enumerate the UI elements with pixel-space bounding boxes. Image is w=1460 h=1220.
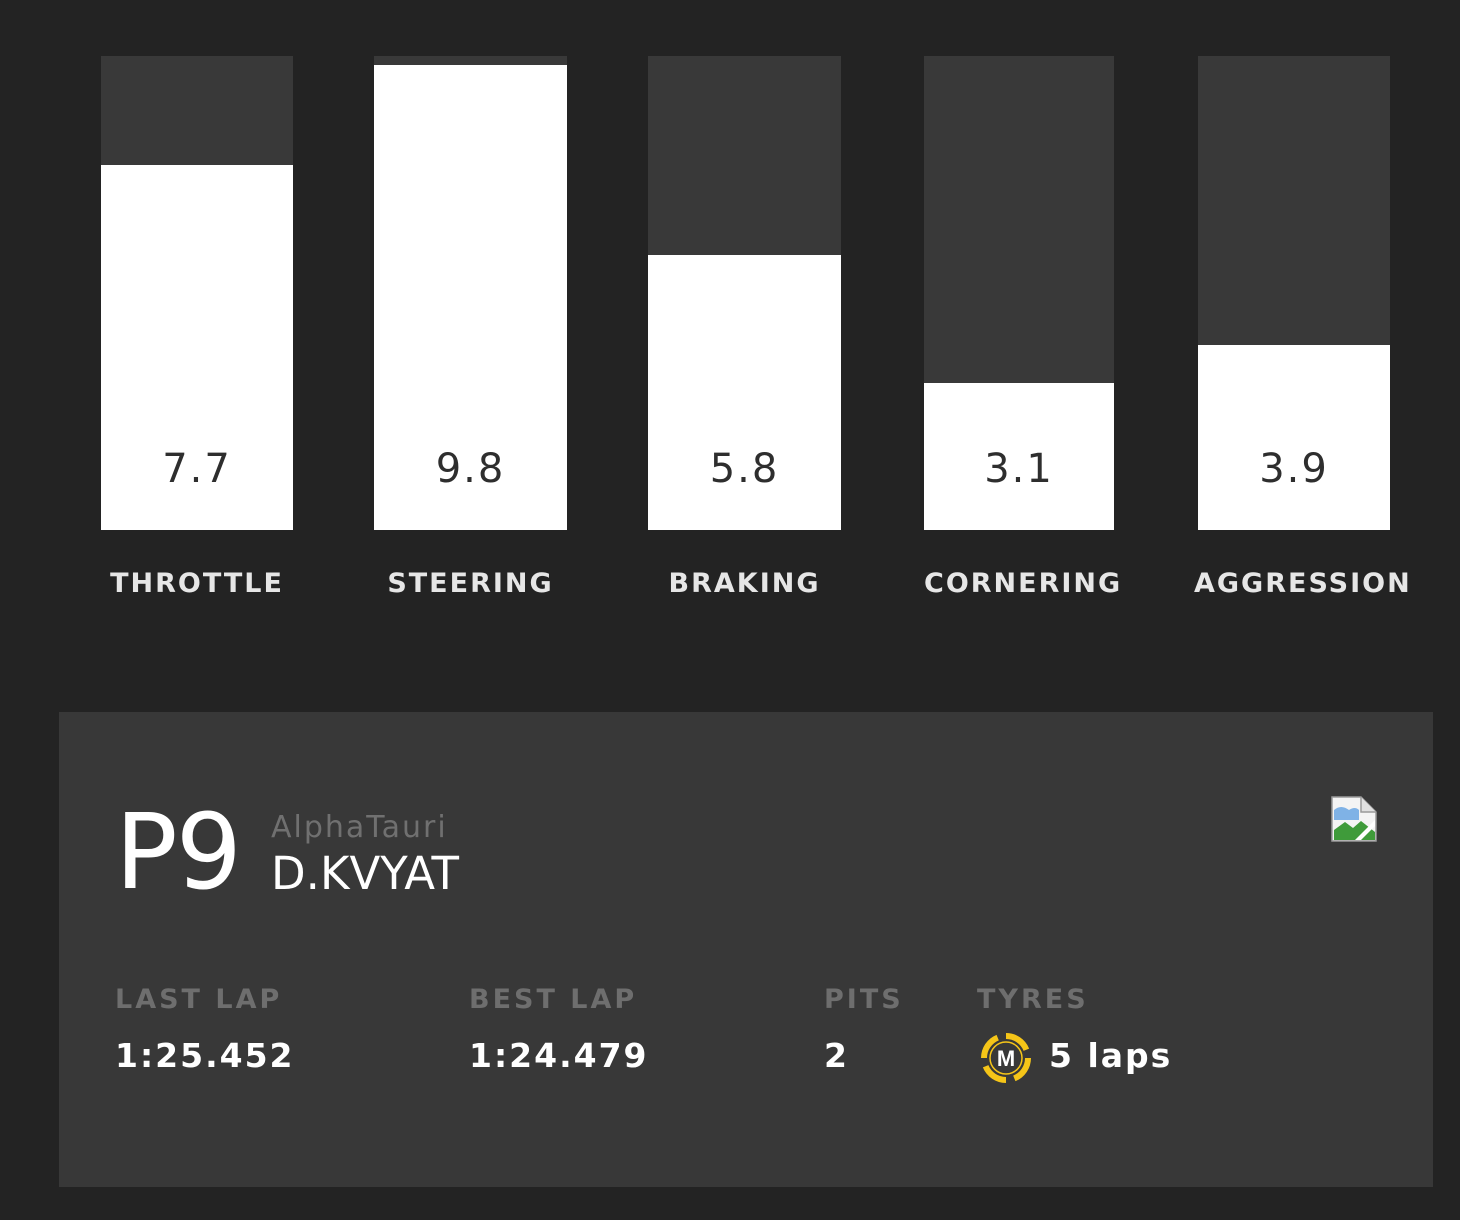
best-lap-label: BEST LAP bbox=[469, 984, 638, 1015]
driver-position: P9 bbox=[115, 791, 242, 913]
tyres-label: TYRES bbox=[977, 984, 1089, 1015]
driver-name: D.KVYAT bbox=[271, 847, 460, 900]
tyre-compound-icon: M bbox=[978, 1030, 1034, 1086]
best-lap-value: 1:24.479 bbox=[469, 1036, 649, 1075]
stat-label-braking: BRAKING bbox=[668, 568, 821, 599]
stat-value: 5.8 bbox=[709, 446, 780, 492]
stat-bar-throttle: 7.7 bbox=[101, 56, 293, 530]
stat-value: 9.8 bbox=[435, 446, 506, 492]
team-name: AlphaTauri bbox=[271, 810, 448, 845]
stat-label-steering: STEERING bbox=[387, 568, 554, 599]
stat-label-aggression: AGGRESSION bbox=[1194, 568, 1412, 599]
stat-bar-fill bbox=[374, 65, 567, 530]
stat-value: 3.1 bbox=[984, 446, 1054, 492]
stat-bar-aggression: 3.9 bbox=[1198, 56, 1390, 530]
last-lap-value: 1:25.452 bbox=[115, 1036, 295, 1075]
tyre-laps: 5 laps bbox=[1049, 1036, 1173, 1075]
stat-bar-fill bbox=[1198, 345, 1390, 530]
stat-bar-steering: 9.8 bbox=[374, 56, 567, 530]
pits-label: PITS bbox=[824, 984, 904, 1015]
driver-card: P9 AlphaTauri D.KVYAT LAST LAP 1:25.452 … bbox=[59, 712, 1433, 1187]
pits-value: 2 bbox=[824, 1036, 849, 1075]
stat-bar-braking: 5.8 bbox=[648, 56, 841, 530]
stat-bar-fill bbox=[648, 255, 841, 530]
tyre-compound-letter: M bbox=[997, 1046, 1015, 1071]
stat-value: 7.7 bbox=[162, 446, 232, 492]
stat-bar-cornering: 3.1 bbox=[924, 56, 1114, 530]
stat-label-throttle: THROTTLE bbox=[110, 568, 284, 599]
stat-bar-fill bbox=[101, 165, 293, 530]
stat-label-cornering: CORNERING bbox=[924, 568, 1123, 599]
stat-bar-fill bbox=[924, 383, 1114, 530]
last-lap-label: LAST LAP bbox=[115, 984, 283, 1015]
broken-image-icon bbox=[1331, 796, 1377, 842]
stat-value: 3.9 bbox=[1259, 446, 1329, 492]
